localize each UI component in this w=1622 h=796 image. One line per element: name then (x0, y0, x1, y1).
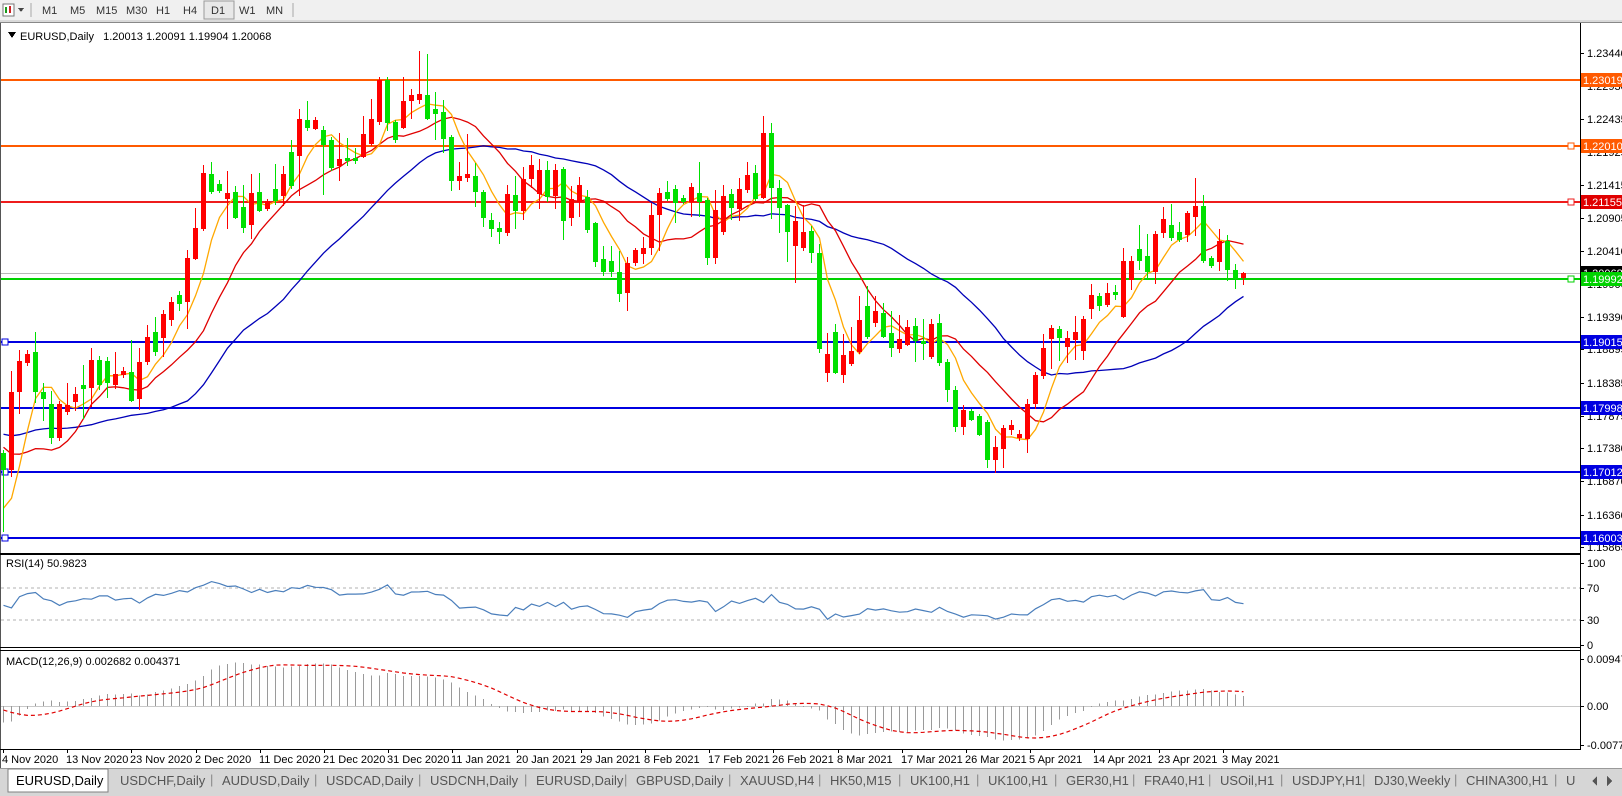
svg-text:|: | (624, 772, 627, 787)
svg-text:1.17012: 1.17012 (1583, 467, 1622, 479)
svg-text:0: 0 (1587, 640, 1593, 652)
svg-text:EURUSD,Daily 1.20013 1.20091: EURUSD,Daily 1.20013 1.20091 1.19904 1.2… (20, 31, 271, 43)
svg-text:17 Feb 2021: 17 Feb 2021 (708, 754, 770, 766)
svg-text:8 Feb 2021: 8 Feb 2021 (644, 754, 700, 766)
svg-text:1.19390: 1.19390 (1587, 312, 1622, 324)
svg-text:26 Feb 2021: 26 Feb 2021 (772, 754, 834, 766)
svg-text:XAUUSD,H4: XAUUSD,H4 (740, 773, 814, 788)
svg-text:U: U (1566, 773, 1575, 788)
svg-text:29 Jan 2021: 29 Jan 2021 (580, 754, 641, 766)
svg-text:13 Nov 2020: 13 Nov 2020 (66, 754, 128, 766)
svg-text:1.22010: 1.22010 (1583, 141, 1622, 153)
svg-text:EURUSD,Daily: EURUSD,Daily (536, 773, 624, 788)
svg-text:4 Nov 2020: 4 Nov 2020 (2, 754, 58, 766)
svg-text:M1: M1 (42, 5, 57, 17)
svg-text:100: 100 (1587, 558, 1605, 570)
svg-text:H4: H4 (183, 5, 197, 17)
svg-text:1.21155: 1.21155 (1583, 197, 1622, 209)
svg-text:30: 30 (1587, 615, 1599, 627)
svg-text:UK100,H1: UK100,H1 (988, 773, 1048, 788)
svg-text:11 Dec 2020: 11 Dec 2020 (259, 754, 321, 766)
svg-text:1.19015: 1.19015 (1583, 337, 1622, 349)
svg-text:0.00: 0.00 (1587, 701, 1608, 713)
svg-text:1.16003: 1.16003 (1583, 533, 1622, 545)
svg-text:1.20410: 1.20410 (1587, 246, 1622, 258)
svg-text:17 Mar 2021: 17 Mar 2021 (901, 754, 963, 766)
svg-text:HK50,M15: HK50,M15 (830, 773, 891, 788)
svg-text:MACD(12,26,9) 0.002682 0.00437: MACD(12,26,9) 0.002682 0.004371 (6, 656, 180, 668)
svg-text:3 May 2021: 3 May 2021 (1222, 754, 1279, 766)
svg-text:5 Apr 2021: 5 Apr 2021 (1029, 754, 1082, 766)
svg-text:CHINA300,H1: CHINA300,H1 (1466, 773, 1548, 788)
svg-text:1.17380: 1.17380 (1587, 443, 1622, 455)
svg-text:USDCHF,Daily: USDCHF,Daily (120, 773, 206, 788)
svg-text:1.21415: 1.21415 (1587, 180, 1622, 192)
svg-text:|: | (1208, 772, 1211, 787)
svg-text:W1: W1 (239, 5, 256, 17)
svg-text:0.009478: 0.009478 (1587, 654, 1622, 666)
svg-text:EURUSD,Daily: EURUSD,Daily (16, 773, 104, 788)
svg-text:1.19992: 1.19992 (1583, 274, 1622, 286)
svg-text:14 Apr 2021: 14 Apr 2021 (1093, 754, 1152, 766)
svg-text:|: | (898, 772, 901, 787)
svg-text:2 Dec 2020: 2 Dec 2020 (195, 754, 251, 766)
svg-text:|: | (1362, 772, 1365, 787)
svg-text:|: | (1132, 772, 1135, 787)
svg-text:1.16360: 1.16360 (1587, 510, 1622, 522)
svg-text:AUDUSD,Daily: AUDUSD,Daily (222, 773, 310, 788)
svg-text:|: | (1554, 772, 1557, 787)
svg-text:70: 70 (1587, 583, 1599, 595)
svg-text:8 Mar 2021: 8 Mar 2021 (837, 754, 893, 766)
svg-text:1.18385: 1.18385 (1587, 378, 1622, 390)
svg-text:M5: M5 (70, 5, 85, 17)
svg-text:23 Apr 2021: 23 Apr 2021 (1158, 754, 1217, 766)
svg-text:1.23019: 1.23019 (1583, 75, 1622, 87)
svg-text:21 Dec 2020: 21 Dec 2020 (323, 754, 385, 766)
svg-text:|: | (728, 772, 731, 787)
svg-text:-0.007778: -0.007778 (1587, 740, 1622, 752)
svg-text:26 Mar 2021: 26 Mar 2021 (965, 754, 1027, 766)
svg-text:USDCAD,Daily: USDCAD,Daily (326, 773, 414, 788)
svg-text:1.20905: 1.20905 (1587, 213, 1622, 225)
svg-text:GBPUSD,Daily: GBPUSD,Daily (636, 773, 724, 788)
svg-text:USOil,H1: USOil,H1 (1220, 773, 1274, 788)
svg-text:|: | (818, 772, 821, 787)
svg-text:1.17998: 1.17998 (1583, 403, 1622, 415)
svg-text:H1: H1 (156, 5, 170, 17)
svg-text:|: | (1454, 772, 1457, 787)
svg-text:1.23440: 1.23440 (1587, 48, 1622, 60)
svg-text:RSI(14) 50.9823: RSI(14) 50.9823 (6, 558, 87, 570)
svg-text:UK100,H1: UK100,H1 (910, 773, 970, 788)
svg-text:|: | (976, 772, 979, 787)
svg-text:GER30,H1: GER30,H1 (1066, 773, 1129, 788)
svg-text:11 Jan 2021: 11 Jan 2021 (451, 754, 511, 766)
svg-text:|: | (524, 772, 527, 787)
svg-text:USDCNH,Daily: USDCNH,Daily (430, 773, 519, 788)
svg-text:DJ30,Weekly: DJ30,Weekly (1374, 773, 1451, 788)
svg-text:|: | (418, 772, 421, 787)
svg-text:FRA40,H1: FRA40,H1 (1144, 773, 1205, 788)
svg-text:31 Dec 2020: 31 Dec 2020 (387, 754, 449, 766)
svg-text:MN: MN (266, 5, 283, 17)
svg-text:1.22435: 1.22435 (1587, 114, 1622, 126)
svg-text:M30: M30 (126, 5, 147, 17)
svg-text:23 Nov 2020: 23 Nov 2020 (130, 754, 192, 766)
svg-text:|: | (1280, 772, 1283, 787)
svg-text:|: | (1054, 772, 1057, 787)
svg-text:M15: M15 (96, 5, 117, 17)
svg-text:D1: D1 (211, 5, 225, 17)
svg-text:USDJPY,H1: USDJPY,H1 (1292, 773, 1362, 788)
svg-text:20 Jan 2021: 20 Jan 2021 (516, 754, 577, 766)
svg-text:|: | (314, 772, 317, 787)
svg-text:|: | (210, 772, 213, 787)
